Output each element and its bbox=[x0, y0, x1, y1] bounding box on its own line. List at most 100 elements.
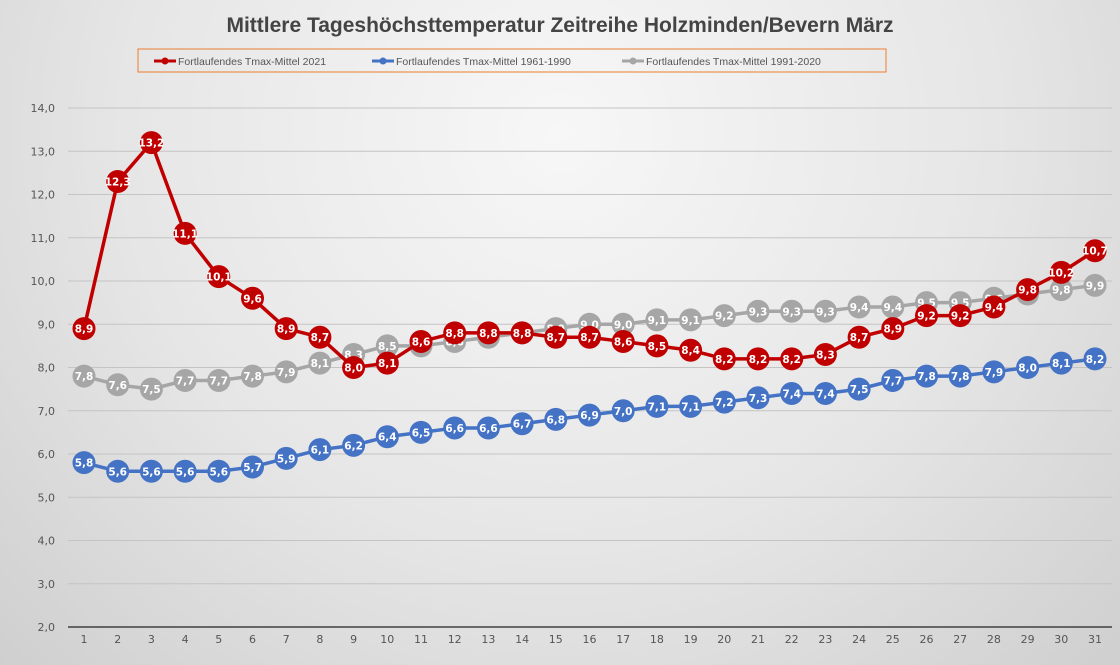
data-point bbox=[1083, 273, 1107, 297]
data-point bbox=[712, 304, 736, 328]
y-tick-label: 3,0 bbox=[38, 578, 56, 591]
data-label: 9,6 bbox=[243, 293, 262, 305]
data-point bbox=[611, 330, 635, 354]
data-point bbox=[241, 455, 264, 479]
data-label: 8,9 bbox=[883, 324, 902, 336]
data-label: 8,0 bbox=[1018, 363, 1037, 375]
legend-item: Fortlaufendes Tmax-Mittel 2021 bbox=[154, 56, 326, 68]
x-tick-label: 2 bbox=[114, 633, 121, 646]
chart-title: Mittlere Tageshöchsttemperatur Zeitreihe… bbox=[226, 14, 893, 37]
data-point bbox=[1049, 260, 1073, 284]
data-point bbox=[476, 416, 500, 440]
data-label: 9,1 bbox=[681, 315, 700, 327]
data-label: 9,4 bbox=[850, 302, 869, 314]
data-label: 8,8 bbox=[479, 328, 498, 340]
data-label: 6,4 bbox=[378, 432, 397, 444]
data-point bbox=[1083, 239, 1107, 263]
data-label: 7,0 bbox=[614, 406, 633, 418]
x-tick-label: 15 bbox=[549, 633, 563, 646]
data-label: 8,7 bbox=[580, 332, 599, 344]
x-tick-label: 9 bbox=[350, 633, 357, 646]
data-point bbox=[274, 360, 298, 384]
data-point bbox=[375, 351, 399, 375]
data-label: 8,2 bbox=[782, 354, 801, 366]
data-point bbox=[780, 347, 804, 371]
x-tick-label: 29 bbox=[1021, 633, 1035, 646]
x-tick-label: 5 bbox=[215, 633, 222, 646]
data-label: 7,8 bbox=[951, 371, 970, 383]
y-axis: 2,0 3,0 4,0 5,0 6,0 7,0 8,0 9,0 10,0 11,0 12,0 13,0… bbox=[31, 102, 56, 634]
x-tick-label: 8 bbox=[316, 633, 323, 646]
legend-label: Fortlaufendes Tmax-Mittel 2021 bbox=[178, 56, 326, 68]
data-label: 12,3 bbox=[105, 177, 131, 189]
data-label: 8,7 bbox=[311, 332, 330, 344]
y-tick-label: 8,0 bbox=[38, 362, 56, 375]
data-point bbox=[645, 394, 669, 418]
data-label: 5,6 bbox=[176, 466, 195, 478]
x-tick-label: 7 bbox=[283, 633, 290, 646]
x-tick-label: 25 bbox=[886, 633, 900, 646]
data-label: 7,7 bbox=[176, 375, 195, 387]
data-point bbox=[241, 286, 264, 310]
x-tick-label: 12 bbox=[448, 633, 462, 646]
data-point bbox=[780, 299, 804, 323]
data-point bbox=[375, 334, 399, 358]
data-point bbox=[375, 425, 399, 449]
data-label: 9,2 bbox=[951, 311, 970, 323]
data-point bbox=[72, 364, 96, 388]
data-label: 7,8 bbox=[917, 371, 936, 383]
y-tick-label: 2,0 bbox=[38, 621, 56, 634]
data-label: 5,7 bbox=[243, 462, 262, 474]
y-tick-label: 7,0 bbox=[38, 405, 56, 418]
data-label: 9,2 bbox=[917, 311, 936, 323]
data-point bbox=[207, 368, 231, 392]
data-point bbox=[544, 407, 568, 431]
data-point bbox=[342, 433, 366, 457]
data-point bbox=[106, 170, 130, 194]
data-point bbox=[409, 330, 433, 354]
y-tick-label: 4,0 bbox=[38, 535, 56, 548]
data-label: 8,1 bbox=[1052, 358, 1071, 370]
data-point bbox=[1016, 356, 1040, 379]
x-tick-label: 23 bbox=[818, 633, 832, 646]
data-label: 6,6 bbox=[445, 423, 464, 435]
data-point bbox=[712, 347, 736, 371]
x-tick-label: 20 bbox=[717, 633, 731, 646]
data-point bbox=[847, 377, 871, 401]
data-point bbox=[679, 338, 703, 362]
data-point bbox=[1083, 347, 1107, 371]
data-label: 11,1 bbox=[172, 228, 198, 240]
series-layer: 7,87,67,57,77,77,87,98,18,38,58,58,68,78… bbox=[72, 131, 1108, 483]
legend-label: Fortlaufendes Tmax-Mittel 1991-2020 bbox=[646, 56, 821, 68]
data-label: 9,0 bbox=[614, 319, 633, 331]
x-tick-label: 14 bbox=[515, 633, 529, 646]
legend: Fortlaufendes Tmax-Mittel 2021 Fortlaufen… bbox=[137, 48, 887, 73]
data-point bbox=[611, 312, 635, 336]
data-point bbox=[173, 459, 197, 483]
data-point bbox=[106, 459, 130, 483]
data-point bbox=[746, 386, 770, 410]
data-point bbox=[72, 317, 96, 341]
data-point bbox=[1016, 278, 1040, 302]
x-tick-label: 1 bbox=[81, 633, 88, 646]
x-tick-label: 28 bbox=[987, 633, 1001, 646]
y-tick-label: 10,0 bbox=[31, 275, 56, 288]
data-label: 7,8 bbox=[75, 371, 94, 383]
data-label: 9,3 bbox=[816, 306, 835, 318]
data-point bbox=[746, 299, 770, 323]
data-label: 7,9 bbox=[985, 367, 1004, 379]
data-label: 8,2 bbox=[1086, 354, 1105, 366]
legend-label: Fortlaufendes Tmax-Mittel 1961-1990 bbox=[396, 56, 571, 68]
data-point bbox=[813, 299, 837, 323]
data-point bbox=[173, 221, 197, 245]
data-point bbox=[847, 295, 871, 319]
data-label: 6,5 bbox=[412, 427, 431, 439]
y-tick-label: 13,0 bbox=[31, 145, 56, 158]
x-tick-label: 10 bbox=[380, 633, 394, 646]
data-label: 7,1 bbox=[648, 401, 667, 413]
data-point bbox=[1049, 278, 1073, 302]
data-point bbox=[881, 295, 905, 319]
data-point bbox=[611, 399, 635, 423]
